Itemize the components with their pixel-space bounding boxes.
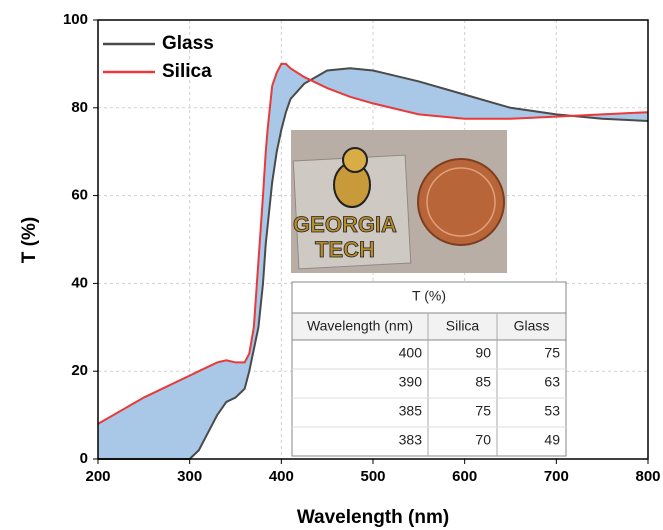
y-tick-label: 40 [71, 274, 88, 291]
table-cell: 75 [544, 345, 560, 361]
table-cell: 400 [399, 345, 423, 361]
table-cell: 90 [475, 345, 491, 361]
photo-label: TECH [315, 237, 375, 262]
x-tick-label: 800 [635, 468, 660, 485]
legend-label: Silica [162, 61, 212, 82]
table-cell: 49 [544, 432, 560, 448]
table-title: T (%) [412, 288, 446, 304]
y-tick-label: 60 [71, 187, 88, 204]
bee-head [343, 148, 367, 172]
penny [418, 159, 504, 245]
y-tick-label: 0 [80, 450, 88, 467]
table-cell: 75 [475, 403, 491, 419]
y-tick-label: 20 [71, 362, 88, 379]
photo-label: GEORGIA [293, 212, 397, 237]
chart: Wavelength (nm) T (%) 0 20 40 60 80 100 200 300… [0, 0, 663, 530]
x-tick-label: 400 [269, 468, 294, 485]
x-tick-label: 600 [452, 468, 477, 485]
legend-label: Glass [162, 33, 214, 54]
x-tick-label: 200 [85, 468, 110, 485]
table-cell: 390 [399, 374, 423, 390]
y-tick-label: 80 [71, 99, 88, 116]
table-column-header: Wavelength (nm) [307, 318, 413, 334]
x-tick-label: 500 [360, 468, 385, 485]
y-axis-title: T (%) [19, 217, 40, 263]
table-cell: 383 [399, 432, 423, 448]
table-cell: 63 [544, 374, 560, 390]
table-column-header: Glass [514, 318, 550, 334]
table-cell: 385 [399, 403, 423, 419]
table-cell: 85 [475, 374, 491, 390]
x-tick-label: 700 [544, 468, 569, 485]
x-axis-title: Wavelength (nm) [297, 507, 449, 528]
y-tick-label: 100 [63, 11, 88, 28]
table-cell: 70 [475, 432, 491, 448]
table-cell: 53 [544, 403, 560, 419]
table-column-header: Silica [446, 318, 480, 334]
x-tick-label: 300 [177, 468, 202, 485]
